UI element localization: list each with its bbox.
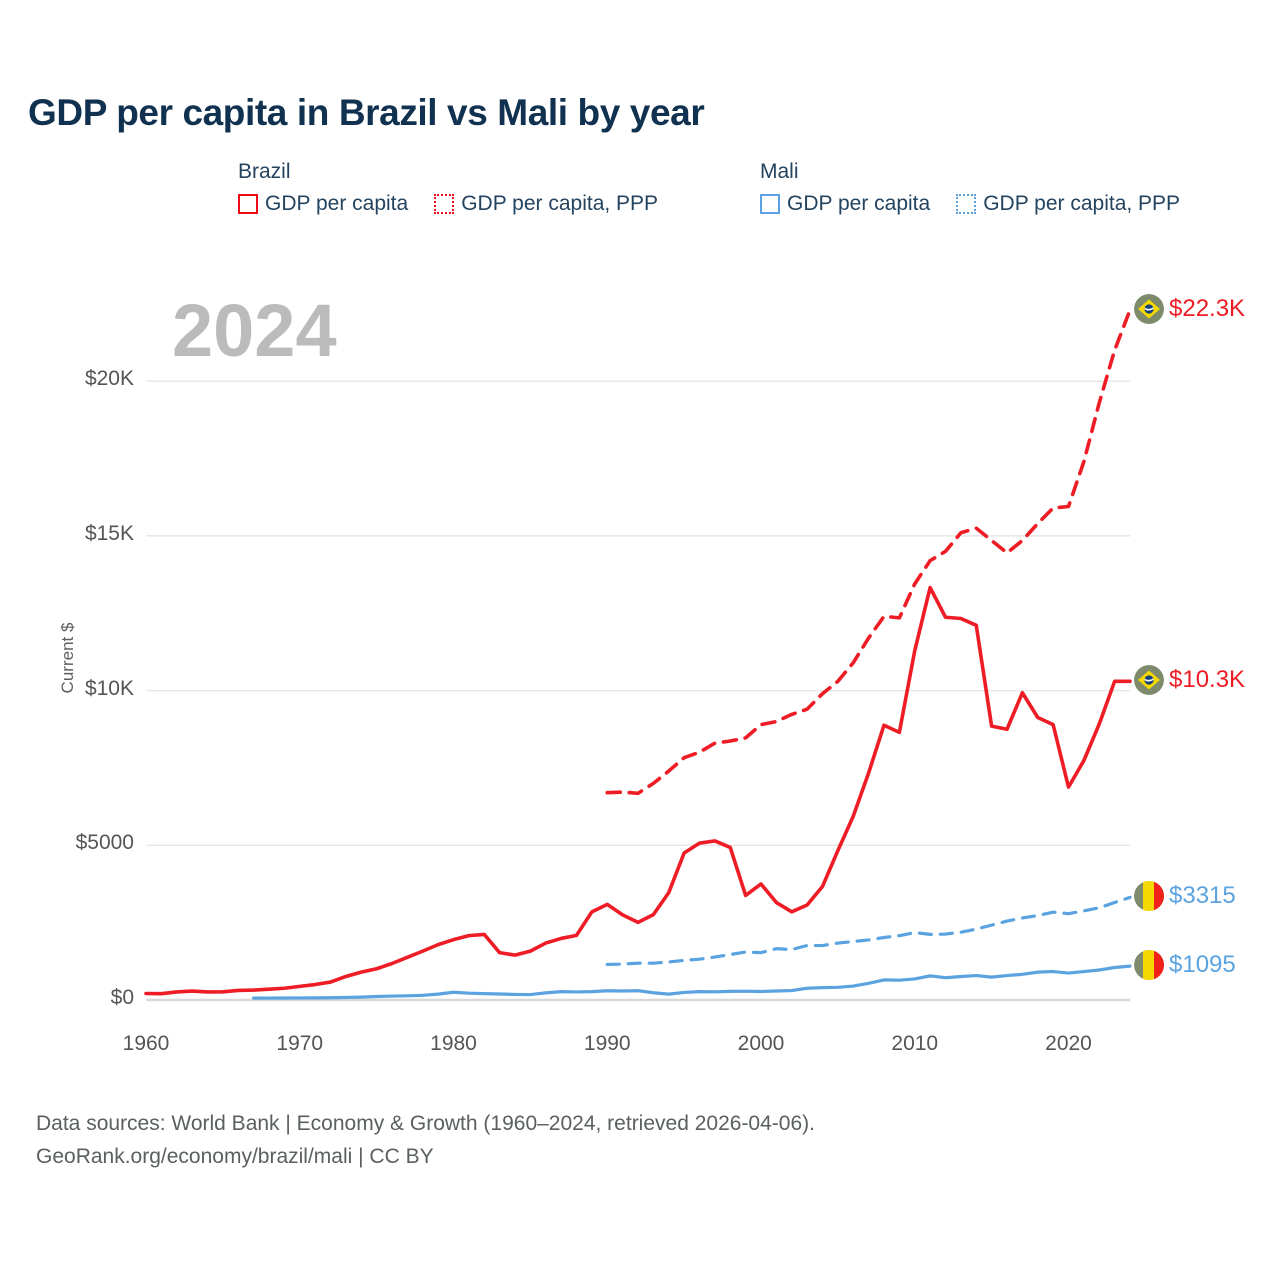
series-line bbox=[605, 308, 1132, 796]
legend-country-brazil: Brazil bbox=[238, 160, 291, 183]
x-axis-tick-label: 2010 bbox=[891, 1032, 939, 1055]
legend-swatch-solid-blue-icon bbox=[760, 194, 780, 214]
y-axis-tick-label: $0 bbox=[110, 986, 134, 1009]
legend-group-mali: Mali GDP per capita GDP per capita, PPP bbox=[760, 160, 1180, 216]
series-line bbox=[252, 964, 1132, 1000]
mali-flag-icon bbox=[1134, 950, 1164, 981]
footer-data-sources: Data sources: World Bank | Economy & Gro… bbox=[36, 1112, 815, 1135]
endpoint-value: $10.3K bbox=[1169, 666, 1246, 694]
endpoint-value: $1095 bbox=[1169, 951, 1236, 979]
brazil-flag-icon bbox=[1134, 665, 1164, 696]
endpoint-label-mali-gdp: $1095 bbox=[1134, 950, 1236, 981]
brazil-flag-icon bbox=[1134, 294, 1164, 324]
endpoint-label-brazil-ppp: $22.3K bbox=[1134, 294, 1245, 324]
x-axis-tick-label: 2000 bbox=[737, 1032, 785, 1055]
footer: Data sources: World Bank | Economy & Gro… bbox=[36, 1108, 815, 1173]
legend: Brazil GDP per capita GDP per capita, PP… bbox=[238, 160, 1258, 240]
legend-swatch-solid-red-icon bbox=[238, 194, 258, 214]
legend-swatch-dotted-red-icon bbox=[434, 194, 455, 214]
legend-label-brazil-ppp: GDP per capita, PPP bbox=[461, 192, 659, 215]
endpoint-value: $22.3K bbox=[1169, 295, 1246, 322]
endpoint-label-mali-ppp: $3315 bbox=[1134, 881, 1236, 912]
footer-attribution: GeoRank.org/economy/brazil/mali | CC BY bbox=[36, 1144, 434, 1168]
legend-swatch-dotted-blue-icon bbox=[956, 194, 977, 214]
series-line bbox=[144, 585, 1132, 996]
y-axis-tick-label: $20K bbox=[84, 367, 134, 391]
endpoint-value: $3315 bbox=[1169, 882, 1236, 910]
legend-label-mali-ppp: GDP per capita, PPP bbox=[983, 192, 1181, 215]
y-axis-tick-label: $5000 bbox=[75, 831, 134, 855]
x-axis-tick-label: 1970 bbox=[276, 1032, 324, 1055]
x-axis-tick-label: 1960 bbox=[122, 1032, 170, 1055]
legend-item-mali-ppp[interactable]: GDP per capita, PPP bbox=[956, 192, 1180, 216]
x-axis-tick-label: 1980 bbox=[430, 1032, 477, 1055]
x-axis-tick-label: 1990 bbox=[583, 1032, 631, 1055]
legend-item-brazil-ppp[interactable]: GDP per capita, PPP bbox=[434, 192, 658, 216]
mali-flag-icon bbox=[1134, 881, 1164, 912]
page-title: GDP per capita in Brazil vs Mali by year bbox=[28, 92, 705, 133]
series-line bbox=[605, 895, 1132, 967]
x-axis-tick-label: 2020 bbox=[1045, 1032, 1092, 1055]
y-axis-tick-label: $15K bbox=[84, 521, 134, 545]
legend-item-mali-gdp[interactable]: GDP per capita bbox=[760, 192, 930, 216]
legend-country-mali: Mali bbox=[760, 160, 799, 183]
legend-group-brazil: Brazil GDP per capita GDP per capita, PP… bbox=[238, 160, 658, 216]
legend-label-mali-gdp: GDP per capita bbox=[787, 192, 931, 215]
y-axis-tick-label: $10K bbox=[84, 676, 134, 700]
endpoint-label-brazil-gdp: $10.3K bbox=[1134, 665, 1246, 696]
legend-item-brazil-gdp[interactable]: GDP per capita bbox=[238, 192, 408, 216]
legend-label-brazil-gdp: GDP per capita bbox=[265, 192, 409, 215]
year-watermark: 2024 bbox=[172, 289, 337, 372]
